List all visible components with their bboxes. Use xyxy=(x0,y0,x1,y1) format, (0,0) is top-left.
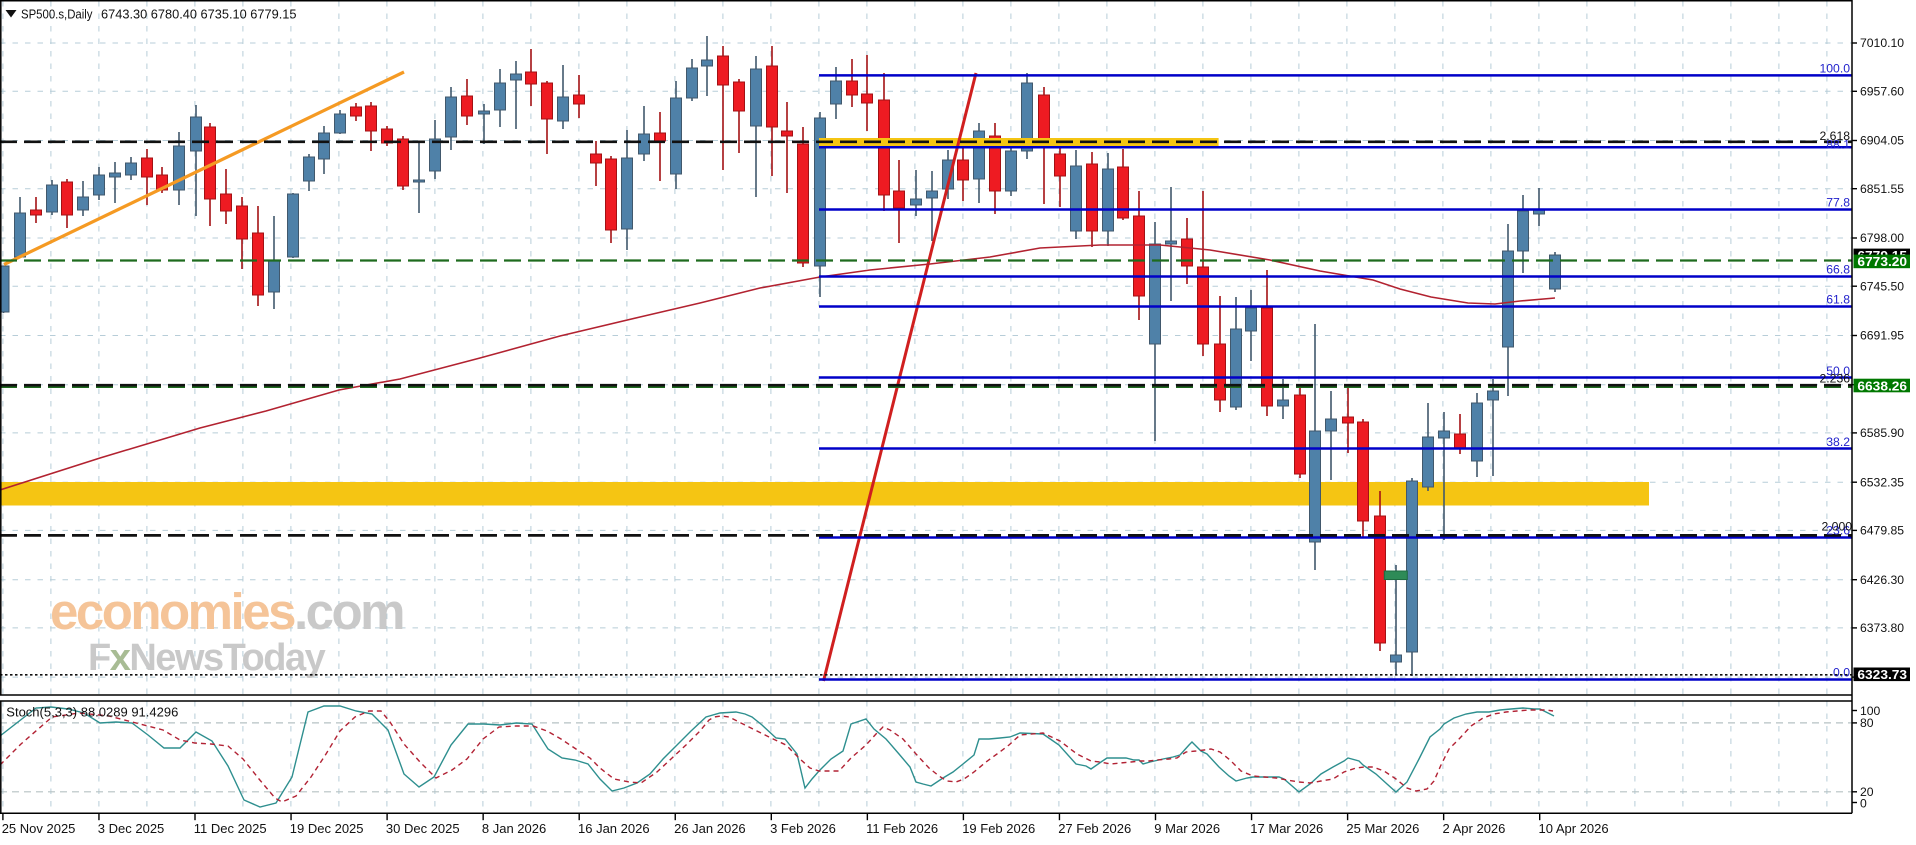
svg-text:6745.50: 6745.50 xyxy=(1860,279,1904,293)
svg-text:6532.35: 6532.35 xyxy=(1860,475,1904,489)
svg-text:100.0: 100.0 xyxy=(1820,62,1851,76)
svg-text:6851.55: 6851.55 xyxy=(1860,182,1904,196)
svg-text:2.236: 2.236 xyxy=(1820,372,1851,386)
svg-text:FxNewsToday: FxNewsToday xyxy=(88,637,326,679)
svg-text:11 Feb 2026: 11 Feb 2026 xyxy=(866,821,938,836)
svg-text:38.2: 38.2 xyxy=(1826,435,1850,449)
svg-text:9 Mar 2026: 9 Mar 2026 xyxy=(1154,821,1220,836)
svg-text:3 Feb 2026: 3 Feb 2026 xyxy=(770,821,836,836)
svg-text:77.8: 77.8 xyxy=(1826,196,1850,210)
svg-text:27 Feb 2026: 27 Feb 2026 xyxy=(1058,821,1131,836)
svg-text:6323.73: 6323.73 xyxy=(1857,667,1907,682)
svg-text:economies.com: economies.com xyxy=(50,583,403,640)
svg-text:2 Apr 2026: 2 Apr 2026 xyxy=(1443,821,1506,836)
svg-text:19 Feb 2026: 19 Feb 2026 xyxy=(962,821,1035,836)
svg-text:80: 80 xyxy=(1860,716,1874,730)
svg-text:SP500.s,Daily: SP500.s,Daily xyxy=(21,7,93,22)
svg-text:3 Dec 2025: 3 Dec 2025 xyxy=(98,821,165,836)
svg-text:6691.95: 6691.95 xyxy=(1860,329,1904,343)
svg-text:10 Apr 2026: 10 Apr 2026 xyxy=(1539,821,1609,836)
svg-text:66.8: 66.8 xyxy=(1826,263,1850,277)
svg-text:50.0: 50.0 xyxy=(1826,364,1850,378)
svg-text:6743.30 6780.40 6735.10 6779.1: 6743.30 6780.40 6735.10 6779.15 xyxy=(101,7,297,22)
svg-text:0.0: 0.0 xyxy=(1833,666,1850,680)
svg-text:6373.80: 6373.80 xyxy=(1860,621,1904,635)
svg-text:23.6: 23.6 xyxy=(1826,524,1850,538)
svg-text:61.8: 61.8 xyxy=(1826,293,1850,307)
svg-text:7010.10: 7010.10 xyxy=(1860,36,1904,50)
svg-text:2.618: 2.618 xyxy=(1820,129,1851,143)
svg-text:20: 20 xyxy=(1860,785,1874,799)
svg-text:6638.26: 6638.26 xyxy=(1857,378,1907,393)
svg-text:6957.60: 6957.60 xyxy=(1860,85,1904,99)
svg-text:19 Dec 2025: 19 Dec 2025 xyxy=(290,821,364,836)
svg-text:100: 100 xyxy=(1860,704,1881,718)
svg-text:6773.20: 6773.20 xyxy=(1857,254,1907,269)
svg-text:6426.30: 6426.30 xyxy=(1860,573,1904,587)
svg-text:2.000: 2.000 xyxy=(1822,520,1853,534)
svg-text:88.1: 88.1 xyxy=(1826,137,1850,151)
svg-text:25 Nov 2025: 25 Nov 2025 xyxy=(2,821,76,836)
svg-text:6479.85: 6479.85 xyxy=(1860,524,1904,538)
svg-text:25 Mar 2026: 25 Mar 2026 xyxy=(1346,821,1419,836)
svg-text:6798.00: 6798.00 xyxy=(1860,231,1904,245)
svg-text:17 Mar 2026: 17 Mar 2026 xyxy=(1250,821,1323,836)
svg-text:30 Dec 2025: 30 Dec 2025 xyxy=(386,821,460,836)
svg-text:8 Jan 2026: 8 Jan 2026 xyxy=(482,821,546,836)
svg-text:Stoch(5,3,3) 88.0289 91.4296: Stoch(5,3,3) 88.0289 91.4296 xyxy=(6,705,178,720)
svg-text:6904.05: 6904.05 xyxy=(1860,134,1904,148)
svg-text:11 Dec 2025: 11 Dec 2025 xyxy=(194,821,267,836)
svg-text:26 Jan 2026: 26 Jan 2026 xyxy=(674,821,746,836)
svg-text:0: 0 xyxy=(1860,797,1867,811)
svg-text:16 Jan 2026: 16 Jan 2026 xyxy=(578,821,650,836)
svg-text:6585.90: 6585.90 xyxy=(1860,426,1904,440)
